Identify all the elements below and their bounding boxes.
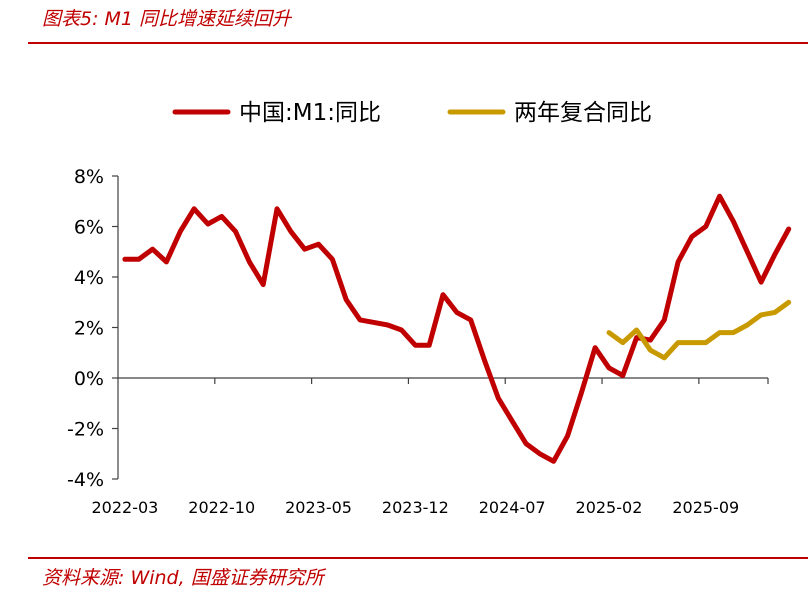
x-tick-label: 2023-12 (382, 498, 449, 517)
legend-label-m1: 中国:M1:同比 (239, 100, 381, 126)
x-tick-label: 2025-09 (672, 498, 739, 517)
y-tick-label: -2% (67, 419, 104, 441)
x-tick-label: 2022-03 (91, 498, 158, 517)
y-tick-label: 0% (74, 368, 104, 390)
x-tick-label: 2023-05 (285, 498, 352, 517)
figure-title: 图表5: M1 同比增速延续回升 (42, 8, 292, 30)
y-tick-label: 4% (74, 267, 104, 289)
bottom-divider (28, 557, 808, 559)
figure-source: 资料来源: Wind, 国盛证券研究所 (42, 567, 324, 589)
x-tick-label: 2025-02 (576, 498, 643, 517)
series-line-m1 (122, 193, 792, 464)
chart-series (122, 193, 792, 464)
x-axis-labels: 2022-03 2022-10 2023-05 2023-12 2024-07 2025-… (91, 498, 739, 517)
chart-axes (112, 175, 769, 480)
y-tick-label: 8% (74, 166, 104, 188)
series-line-twoyear (606, 299, 792, 361)
y-axis-labels: 8% 6% 4% 2% 0% -2% -4% (67, 166, 104, 491)
y-tick-label: 2% (74, 318, 104, 340)
x-tick-label: 2022-10 (188, 498, 255, 517)
top-divider (28, 42, 808, 44)
x-tick-label: 2024-07 (479, 498, 546, 517)
chart-legend: 中国:M1:同比 两年复合同比 (172, 100, 652, 126)
y-tick-label: -4% (67, 469, 104, 491)
y-tick-label: 6% (74, 217, 104, 239)
legend-label-twoyear: 两年复合同比 (514, 100, 652, 126)
